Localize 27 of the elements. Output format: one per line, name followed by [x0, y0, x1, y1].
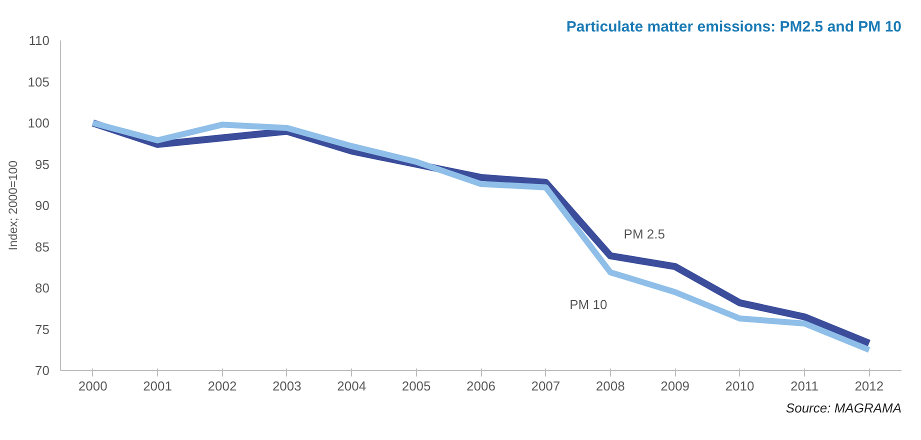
x-tick-label: 2010	[725, 378, 754, 394]
x-tick-label: 2009	[660, 378, 690, 394]
x-tick-label: 2006	[466, 378, 496, 394]
x-tick-label: 2002	[208, 378, 237, 394]
x-tick-label: 2011	[790, 378, 818, 394]
series-label: PM 2.5	[624, 226, 665, 242]
y-tick-label: 105	[28, 74, 50, 90]
x-tick-label: 2012	[854, 378, 884, 394]
chart-title: Particulate matter emissions: PM2.5 and PM 10	[566, 18, 902, 36]
y-tick-label: 100	[28, 116, 50, 130]
y-tick-label: 70	[35, 363, 50, 378]
series-label: PM 10	[570, 296, 608, 312]
y-tick-label: 80	[35, 280, 50, 296]
y-tick-label: 75	[35, 322, 50, 337]
x-tick-label: 2007	[531, 378, 560, 394]
x-tick-label: 2000	[78, 378, 108, 394]
y-axis-title: Index; 2000=100	[6, 160, 20, 250]
x-tick-label: 2005	[402, 378, 431, 394]
y-tick-label: 95	[35, 156, 50, 172]
x-tick-label: 2003	[272, 378, 302, 394]
y-tick-label: 85	[35, 239, 50, 254]
y-tick-label: 90	[35, 198, 50, 213]
y-tick-label: 110	[28, 33, 50, 48]
x-tick-label: 2004	[337, 378, 366, 394]
source-note: Source: MAGRAMA	[786, 400, 902, 416]
x-tick-label: 2008	[596, 378, 625, 394]
x-tick-label: 2001	[143, 378, 172, 394]
